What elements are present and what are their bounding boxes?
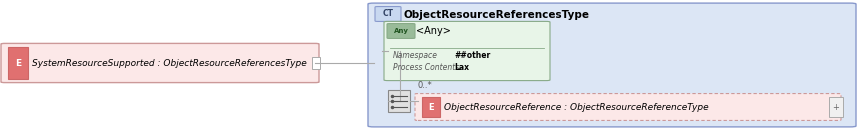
Bar <box>312 57 320 69</box>
Text: Namespace: Namespace <box>393 51 438 61</box>
Text: CT: CT <box>382 9 393 19</box>
Text: Process Contents: Process Contents <box>393 63 459 72</box>
Text: E: E <box>428 103 434 111</box>
Text: <Any>: <Any> <box>416 26 451 36</box>
Bar <box>8 47 28 79</box>
Bar <box>388 90 410 112</box>
Text: ##other: ##other <box>454 51 490 61</box>
FancyBboxPatch shape <box>1 43 319 83</box>
FancyBboxPatch shape <box>384 21 550 81</box>
Text: ObjectResourceReferencesType: ObjectResourceReferencesType <box>403 10 589 20</box>
Text: ObjectResourceReference : ObjectResourceReferenceType: ObjectResourceReference : ObjectResource… <box>444 103 709 111</box>
FancyBboxPatch shape <box>387 24 415 38</box>
Text: E: E <box>15 58 21 67</box>
Text: +: + <box>832 103 840 111</box>
FancyBboxPatch shape <box>375 7 401 22</box>
FancyBboxPatch shape <box>415 94 841 120</box>
Text: Any: Any <box>393 28 409 34</box>
Text: Lax: Lax <box>454 63 469 72</box>
FancyBboxPatch shape <box>368 3 856 127</box>
Text: 0..*: 0..* <box>417 82 432 90</box>
Text: SystemResourceSupported : ObjectResourceReferencesType: SystemResourceSupported : ObjectResource… <box>32 58 307 67</box>
Bar <box>422 97 440 117</box>
Bar <box>829 97 843 117</box>
